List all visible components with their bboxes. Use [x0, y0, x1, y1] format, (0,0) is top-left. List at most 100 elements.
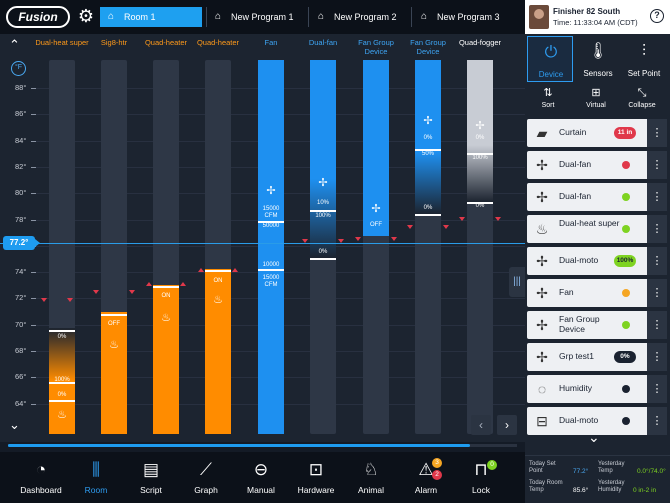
chevron-down-icon[interactable]: ⌄ [9, 417, 20, 432]
facility-name: Finisher 82 South [553, 7, 621, 16]
more-options-icon[interactable]: ⋮ [647, 311, 667, 339]
device-list-item[interactable]: ✢ Dual-fan ⋮ [527, 151, 667, 179]
nav-room[interactable]: ⫼ Room [68, 452, 124, 503]
tab-room-1[interactable]: ⌂ Room 1 [100, 7, 202, 27]
nav-manual[interactable]: ⊖ Manual [233, 452, 289, 503]
device-column-fill[interactable] [205, 269, 231, 434]
virtual-button[interactable]: ⊞ Virtual [573, 84, 619, 114]
nav-animal[interactable]: ♘ Animal [343, 452, 399, 503]
right-panel: ⏻ Device 🌡 Sensors ⫶ Set Point ⇅ Sort ⊞ … [525, 34, 670, 503]
more-options-icon[interactable]: ⋮ [647, 119, 667, 147]
more-options-icon[interactable]: ⋮ [647, 407, 667, 435]
level-marker-line [310, 258, 336, 260]
more-options-icon[interactable]: ⋮ [647, 343, 667, 371]
device-column-name: Dual-fan [308, 38, 338, 47]
scale-tick-label: 78° [15, 214, 27, 224]
device-column-fill[interactable] [101, 312, 127, 434]
device-column-fill[interactable] [310, 60, 336, 258]
tab-new-program-1[interactable]: ⌂ New Program 1 [207, 7, 307, 27]
tab-separator [206, 7, 207, 27]
nav-label: Alarm [414, 485, 438, 495]
device-column-fill[interactable] [258, 60, 284, 434]
nav-graph[interactable]: ⟋ Graph [178, 452, 234, 503]
scale-tick [31, 219, 36, 221]
device-list-item[interactable]: ◌ Humidity ⋮ [527, 375, 667, 403]
setpoint-marker [146, 282, 152, 286]
bottom-nav: ◔ Dashboard ⫼ Room ▤ Script ⟋ Graph ⊖ Manual ⊡ Hard… [0, 452, 525, 503]
motor-icon: ⊟ [536, 413, 548, 429]
scale-tick-label: 86° [15, 109, 27, 119]
more-options-icon[interactable]: ⋮ [647, 183, 667, 211]
device-list-item[interactable]: ♨ Dual-heat super ⋮ [527, 215, 667, 243]
scale-tick [31, 351, 36, 352]
device-column-fill[interactable] [363, 60, 389, 236]
fan-icon: ✢ [536, 317, 548, 333]
scroll-left-button[interactable]: ‹ [471, 415, 491, 435]
setpoint-line [0, 243, 525, 244]
device-column-fill[interactable] [49, 328, 75, 434]
device-list-item[interactable]: ✢ Grp test1 0% ⋮ [527, 343, 667, 371]
setpoint-badge[interactable]: 77.2° [3, 236, 40, 250]
tab-device[interactable]: ⏻ Device [527, 36, 573, 82]
status-dot [622, 321, 630, 329]
device-column-name: Fan Group Device [358, 38, 394, 56]
device-list-item[interactable]: ✢ Dual-fan ⋮ [527, 183, 667, 211]
device-level-label: 50% [421, 151, 434, 157]
scale-tick [31, 298, 36, 300]
gear-icon[interactable]: ⚙ [77, 6, 95, 26]
device-list-item[interactable]: ✢ Fan Group Device ⋮ [527, 311, 667, 339]
more-options-icon[interactable]: ⋮ [647, 247, 667, 275]
more-options-icon[interactable]: ⋮ [647, 215, 667, 243]
setpoint-marker [459, 217, 465, 221]
more-options-icon[interactable]: ⋮ [647, 151, 667, 179]
nav-hardware[interactable]: ⊡ Hardware [288, 452, 344, 503]
setpoint-marker [495, 217, 501, 221]
level-marker-line [205, 270, 231, 272]
more-options-icon[interactable]: ⋮ [647, 375, 667, 403]
tab-set-point[interactable]: ⫶ Set Point [621, 36, 667, 82]
device-column-fill[interactable] [153, 285, 179, 434]
scale-tick [31, 166, 36, 168]
nav-alarm[interactable]: ⚠ Alarm 3 2 [398, 452, 454, 503]
device-column-fill[interactable] [415, 60, 441, 214]
graph-icon: ⟋ [200, 460, 212, 479]
device-list-item[interactable]: ✢ Fan ⋮ [527, 279, 667, 307]
today-setpoint-label: Today Set Point [529, 461, 556, 474]
level-marker-line [49, 382, 75, 384]
nav-badge: 2 [432, 470, 442, 480]
heater-icon: ♨ [161, 312, 171, 324]
device-level-label: ON [213, 278, 223, 284]
nav-script[interactable]: ▤ Script [123, 452, 179, 503]
scroll-right-button[interactable]: › [497, 415, 517, 435]
scale-tick-label: 84° [15, 135, 27, 145]
nav-lock[interactable]: ⊓ Lock 0 [453, 452, 509, 503]
device-list-name: Dual-heat super [559, 218, 620, 228]
device-column-fill[interactable] [467, 60, 493, 202]
device-list-name: Fan Group Device [559, 314, 600, 334]
yesterday-humidity-value: 0 in-2 in [633, 487, 657, 494]
tab-sensors[interactable]: 🌡 Sensors [575, 36, 621, 82]
chevron-down-icon[interactable]: ⌄ [588, 429, 600, 445]
collapse-icon: ⤡ [637, 87, 647, 99]
tab-new-program-3[interactable]: ⌂ New Program 3 [413, 7, 513, 27]
tab-separator [308, 7, 309, 27]
fahrenheit-toggle[interactable]: °F [11, 61, 26, 76]
sort-button[interactable]: ⇅ Sort [525, 84, 571, 114]
more-options-icon[interactable]: ⋮ [647, 279, 667, 307]
collapse-button[interactable]: ⤡ Collapse [619, 84, 665, 114]
setpoint-marker [180, 282, 186, 286]
tab-label: New Program 2 [334, 12, 397, 22]
device-column-name: Sig8-htr [100, 38, 128, 47]
device-list-item[interactable]: ⊟ Dual-moto ⋮ [527, 407, 667, 435]
device-list-item[interactable]: ✢ Dual-moto 100% ⋮ [527, 247, 667, 275]
nav-dashboard[interactable]: ◔ Dashboard [13, 452, 69, 503]
tab-new-program-2[interactable]: ⌂ New Program 2 [310, 7, 410, 27]
help-icon[interactable]: ? [650, 9, 664, 23]
scrollbar-thumb[interactable] [8, 444, 470, 447]
home-icon: ⌂ [421, 11, 428, 22]
chevron-up-icon[interactable]: ⌃ [9, 37, 20, 52]
device-level-label: 100% [472, 155, 488, 161]
device-list-item[interactable]: ▰ Curtain 11 in ⋮ [527, 119, 667, 147]
sensor-panel-handle[interactable]: ||| [509, 267, 525, 297]
home-icon: ⌂ [215, 11, 222, 22]
